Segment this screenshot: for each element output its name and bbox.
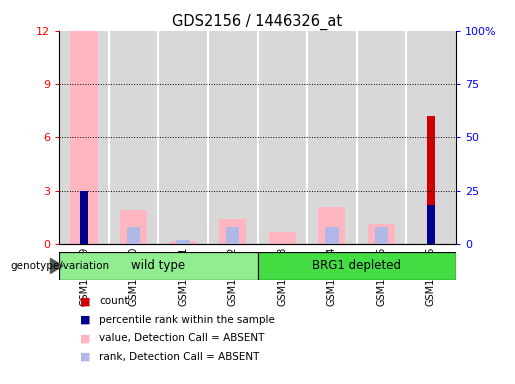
Bar — [177, 240, 190, 244]
Bar — [59, 31, 109, 244]
Bar — [258, 31, 307, 244]
Bar — [318, 207, 346, 244]
Bar — [375, 227, 388, 244]
Bar — [226, 227, 239, 244]
Text: ■: ■ — [80, 315, 90, 325]
Bar — [219, 219, 246, 244]
Bar — [169, 241, 197, 244]
Bar — [427, 116, 435, 244]
Bar — [71, 31, 98, 244]
Polygon shape — [50, 258, 63, 273]
Bar — [158, 31, 208, 244]
Bar — [120, 210, 147, 244]
FancyBboxPatch shape — [59, 252, 258, 280]
FancyBboxPatch shape — [258, 252, 456, 280]
Text: ■: ■ — [80, 352, 90, 362]
Text: ■: ■ — [80, 333, 90, 343]
Text: wild type: wild type — [131, 260, 185, 272]
Text: genotype/variation: genotype/variation — [10, 261, 109, 271]
Text: GDS2156 / 1446326_at: GDS2156 / 1446326_at — [173, 13, 342, 30]
Bar — [109, 31, 158, 244]
Bar — [325, 227, 338, 244]
Text: count: count — [99, 296, 129, 306]
Text: ■: ■ — [80, 296, 90, 306]
Bar — [356, 31, 406, 244]
Text: value, Detection Call = ABSENT: value, Detection Call = ABSENT — [99, 333, 265, 343]
Bar — [127, 227, 140, 244]
Bar — [80, 190, 88, 244]
Bar — [208, 31, 258, 244]
Text: percentile rank within the sample: percentile rank within the sample — [99, 315, 276, 325]
Bar — [368, 224, 395, 244]
Bar — [406, 31, 456, 244]
Bar — [269, 232, 296, 244]
Text: BRG1 depleted: BRG1 depleted — [312, 260, 401, 272]
Bar — [307, 31, 356, 244]
Bar — [427, 205, 435, 244]
Text: rank, Detection Call = ABSENT: rank, Detection Call = ABSENT — [99, 352, 260, 362]
